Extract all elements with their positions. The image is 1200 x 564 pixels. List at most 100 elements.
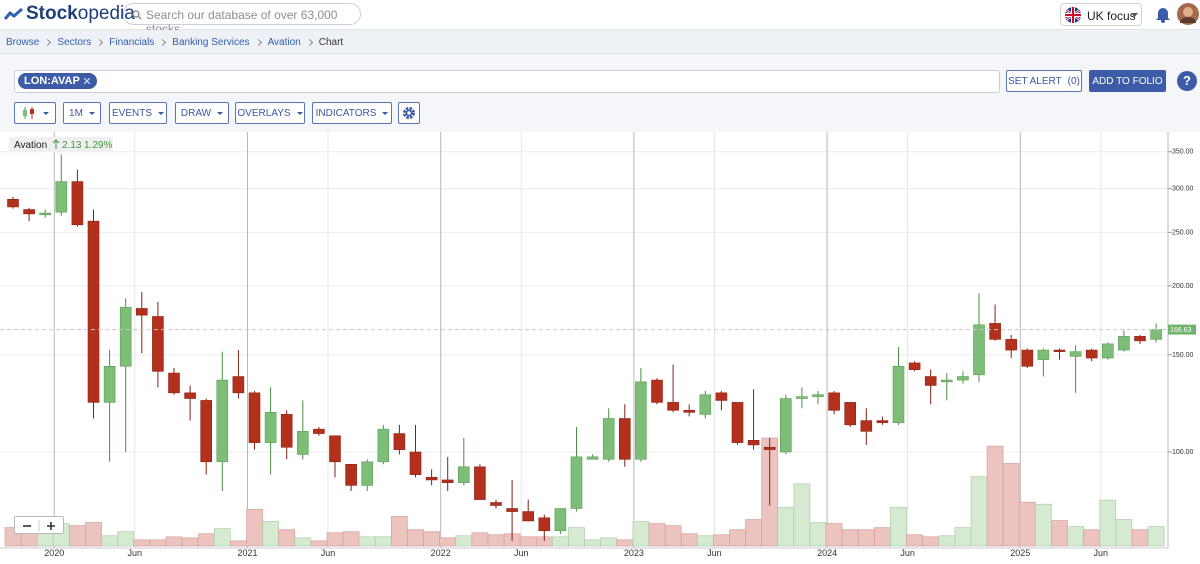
candle-body xyxy=(812,394,824,397)
volume-bar xyxy=(423,531,440,547)
candle-body xyxy=(490,502,502,506)
grid xyxy=(0,132,1168,548)
logo[interactable]: Stockopedia xyxy=(26,3,135,25)
candle-body xyxy=(474,466,486,500)
user-avatar[interactable] xyxy=(1177,3,1199,25)
alert-count: (0) xyxy=(1067,75,1080,87)
candle-body xyxy=(184,392,196,399)
candle-body xyxy=(618,418,631,460)
chip-remove[interactable] xyxy=(84,78,90,84)
candle-body xyxy=(860,420,873,432)
candle-body xyxy=(796,396,808,399)
button-label: DRAW xyxy=(180,107,212,119)
x-tick-label: 2025 xyxy=(1010,548,1030,558)
help-button[interactable]: ? xyxy=(1177,71,1197,91)
volume-bar xyxy=(487,534,505,547)
indicators-button[interactable]: INDICATORS xyxy=(312,102,392,124)
candle-body xyxy=(1069,351,1082,357)
ticker-input[interactable] xyxy=(14,70,1000,93)
price-chart: 100.00 150.00 200.00 250.00 300.00 350.00 2020… xyxy=(0,132,1200,564)
add-to-folio-button[interactable]: ADD TO FOLIO xyxy=(1089,70,1166,92)
breadcrumb-link[interactable]: Financials xyxy=(109,37,154,53)
chart-type-button[interactable] xyxy=(14,102,56,124)
button-label: OVERLAYS xyxy=(237,107,291,119)
ticker-chip[interactable]: LON:AVAP xyxy=(18,73,97,89)
x-tick-label: 2022 xyxy=(431,548,451,558)
button-label: INDICATORS xyxy=(315,107,377,119)
volume-bar xyxy=(1002,463,1020,547)
volume-bar xyxy=(455,535,473,547)
candle-body xyxy=(23,209,35,215)
zoom-icons xyxy=(23,520,55,532)
candle-body xyxy=(39,212,52,216)
candle-body xyxy=(1102,343,1114,359)
candle-body xyxy=(828,392,840,411)
candle-body xyxy=(441,479,454,483)
volume-bar xyxy=(101,535,118,547)
overlays-button[interactable]: OVERLAYS xyxy=(235,102,305,124)
candle-body xyxy=(683,410,696,413)
volume-bar xyxy=(680,533,698,547)
caret xyxy=(217,111,224,115)
draw-button[interactable]: DRAW xyxy=(175,102,229,124)
candle-body xyxy=(779,398,792,453)
candle-body xyxy=(586,456,599,460)
x-tick-label: 2024 xyxy=(817,548,837,558)
volume-bar xyxy=(825,523,843,547)
notifications-bell[interactable] xyxy=(1155,6,1171,23)
volume-bar xyxy=(922,536,940,547)
breadcrumb: Browse Sectors Financials Banking Servic… xyxy=(0,30,1200,54)
last-price-label: 166.63 xyxy=(1170,327,1192,334)
uk-flag xyxy=(1065,7,1081,23)
candle-body xyxy=(699,394,712,415)
candle-body xyxy=(280,414,293,448)
volume-bar xyxy=(1131,529,1149,547)
candle-body xyxy=(602,418,615,460)
settings-button[interactable] xyxy=(398,102,420,124)
x-tick-label: Jun xyxy=(128,548,143,558)
volume-bar xyxy=(181,537,199,547)
period-button[interactable]: 1M xyxy=(63,102,101,124)
up-arrow xyxy=(52,139,60,149)
top-bar: Stockopedia Search our database of over … xyxy=(0,0,1200,36)
volume-bar xyxy=(1035,503,1052,547)
region-selector[interactable]: UK focus xyxy=(1060,3,1142,26)
x-tick-label: Jun xyxy=(900,548,915,558)
breadcrumb-link[interactable]: Avation xyxy=(268,37,301,53)
legend-name: Avation xyxy=(14,140,47,151)
candle-body xyxy=(200,400,212,463)
set-alert-button[interactable]: SET ALERT (0) xyxy=(1006,70,1082,92)
breadcrumb-link[interactable]: Browse xyxy=(6,37,39,53)
ticker-label: LON:AVAP xyxy=(24,75,80,87)
caret xyxy=(43,111,49,115)
events-button[interactable]: EVENTS xyxy=(109,102,167,124)
candle-body xyxy=(168,372,180,394)
volume-bar xyxy=(729,529,746,547)
candle-body xyxy=(989,323,1001,340)
candle-body xyxy=(1085,349,1098,359)
breadcrumb-current: Chart xyxy=(318,37,344,48)
candle-body xyxy=(152,316,164,372)
candle-body xyxy=(747,440,760,446)
set-alert-label: SET ALERT xyxy=(1008,75,1062,87)
x-tick-label: 2023 xyxy=(624,548,644,558)
candle-body xyxy=(844,402,857,426)
candle-body xyxy=(957,376,969,381)
candle-body xyxy=(635,381,647,460)
breadcrumb-link[interactable]: Sectors xyxy=(57,37,91,53)
add-to-folio-label: ADD TO FOLIO xyxy=(1092,75,1163,87)
search-box[interactable]: Search our database of over 63,000 stock… xyxy=(123,3,361,36)
volume-bar xyxy=(616,539,634,547)
candle-body xyxy=(409,451,422,475)
candle-body xyxy=(216,379,229,463)
candle-body xyxy=(329,435,341,463)
x-tick-label: 2021 xyxy=(237,548,257,558)
candle-body xyxy=(1118,336,1130,351)
zoom-in[interactable] xyxy=(47,522,55,530)
volume-bar xyxy=(857,529,875,547)
volume-bar xyxy=(986,445,1004,547)
candle-body xyxy=(731,402,744,443)
volume-bar xyxy=(1099,499,1117,547)
breadcrumb-link[interactable]: Banking Services xyxy=(172,37,249,53)
gear-icon xyxy=(403,107,415,119)
